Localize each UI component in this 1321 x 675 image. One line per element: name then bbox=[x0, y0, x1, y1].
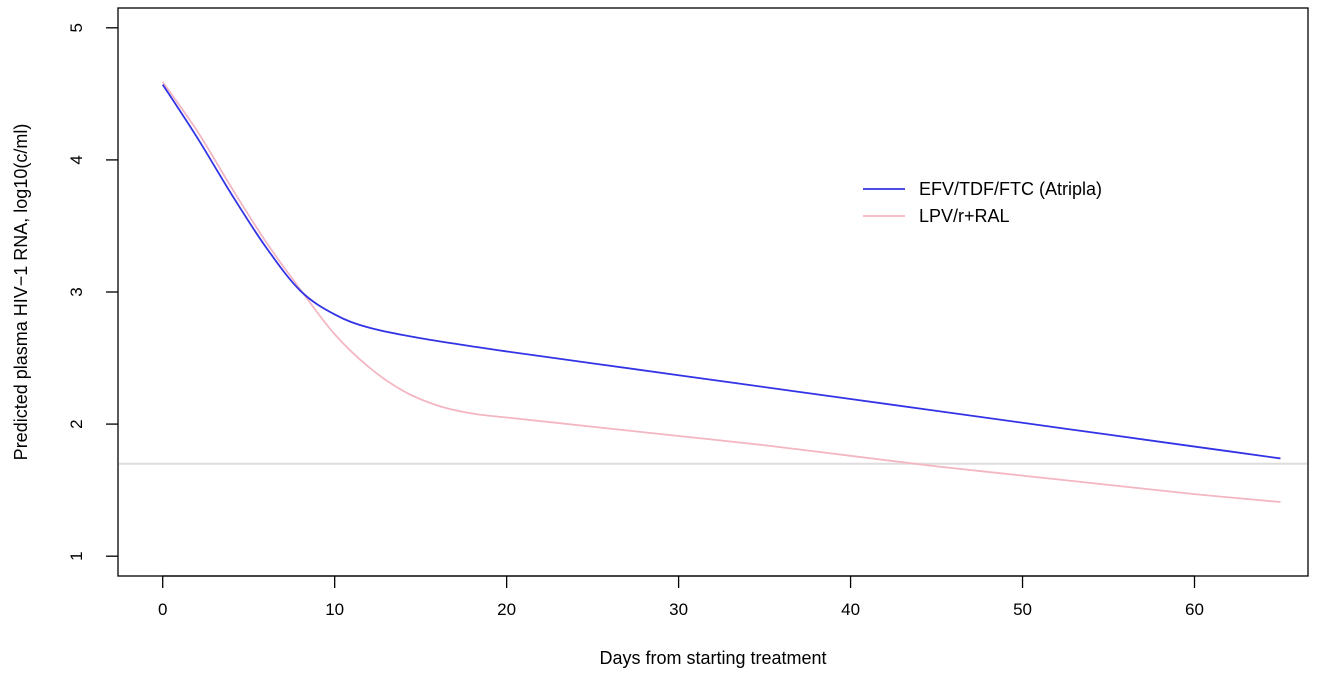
series-line-2 bbox=[161, 81, 1281, 503]
y-axis-title: Predicted plasma HIV−1 RNA, log10(c/ml) bbox=[11, 124, 31, 461]
series-group bbox=[161, 81, 1281, 503]
x-tick-label: 0 bbox=[158, 600, 167, 619]
legend-label-2: LPV/r+RAL bbox=[919, 206, 1010, 226]
x-axis: 0 10 20 30 40 50 60 bbox=[158, 575, 1204, 619]
legend: EFV/TDF/FTC (Atripla) LPV/r+RAL bbox=[863, 179, 1102, 226]
legend-label-1: EFV/TDF/FTC (Atripla) bbox=[919, 179, 1102, 199]
x-tick-label: 60 bbox=[1185, 600, 1204, 619]
plot-frame bbox=[117, 7, 1309, 577]
y-tick-label: 1 bbox=[67, 551, 86, 560]
y-tick-label: 3 bbox=[67, 287, 86, 296]
y-tick-label: 5 bbox=[67, 23, 86, 32]
x-tick-label: 10 bbox=[325, 600, 344, 619]
series-line-1 bbox=[161, 84, 1281, 460]
y-axis: 1 2 3 4 5 bbox=[67, 23, 118, 561]
y-tick-label: 2 bbox=[67, 419, 86, 428]
x-tick-label: 20 bbox=[497, 600, 516, 619]
x-tick-label: 50 bbox=[1013, 600, 1032, 619]
y-tick-label: 4 bbox=[67, 155, 86, 164]
x-tick-label: 40 bbox=[841, 600, 860, 619]
x-tick-label: 30 bbox=[669, 600, 688, 619]
x-axis-title: Days from starting treatment bbox=[599, 648, 826, 668]
